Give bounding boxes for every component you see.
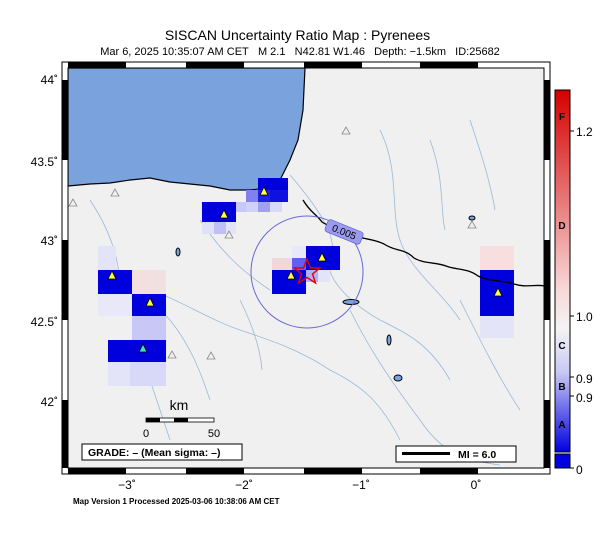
scale-bar: km 0 50 bbox=[143, 397, 220, 440]
event-datetime: Mar 6, 2025 10:35:07 AM CET bbox=[100, 46, 249, 58]
station-marker bbox=[138, 343, 148, 353]
svg-text:MI = 6.0: MI = 6.0 bbox=[458, 449, 496, 461]
event-magnitude: M 2.1 bbox=[257, 46, 286, 58]
lat-label: 44˚ bbox=[41, 73, 58, 87]
event-location: N42.81 W1.46 bbox=[294, 46, 365, 58]
map-title: SISCAN Uncertainty Ratio Map : Pyrenees bbox=[164, 27, 431, 43]
colorbar: 1.2 1.0 0.9 0.9 0 F D C B A bbox=[554, 89, 593, 477]
event-info-line: Mar 6, 2025 10:35:07 AM CET M 2.1 N42.81… bbox=[0, 46, 595, 58]
longitude-labels: −3˚ −2˚ −1˚ 0˚ bbox=[118, 478, 481, 492]
event-id: ID:25682 bbox=[455, 46, 500, 58]
station-marker bbox=[68, 198, 78, 207]
station-marker bbox=[107, 270, 117, 280]
grade-letter: D bbox=[558, 221, 565, 232]
colorbar-tick-label: 0.9 bbox=[576, 391, 593, 405]
latitude-labels: 44˚ 43.5˚ 43˚ 42.5˚ 42˚ bbox=[31, 73, 58, 409]
station-marker bbox=[219, 209, 229, 219]
station-marker bbox=[317, 252, 327, 262]
colorbar-tick-label: 1.0 bbox=[576, 310, 593, 324]
uncertainty-grid bbox=[98, 178, 514, 386]
grade-letter: B bbox=[558, 382, 565, 393]
event-depth: Depth: −1.5km bbox=[374, 46, 446, 58]
grade-letter: F bbox=[559, 112, 565, 123]
uncertainty-contour bbox=[250, 215, 364, 329]
lat-label: 43˚ bbox=[41, 234, 58, 248]
lakes bbox=[175, 215, 476, 382]
station-marker bbox=[167, 350, 177, 359]
lon-label: −1˚ bbox=[352, 478, 370, 492]
colorbar-tick-label: 0.9 bbox=[576, 372, 593, 386]
lat-label: 43.5˚ bbox=[31, 155, 58, 169]
mi-legend: MI = 6.0 bbox=[395, 445, 517, 463]
station-marker bbox=[286, 270, 296, 280]
lat-label: 42.5˚ bbox=[31, 315, 58, 329]
lon-label: 0˚ bbox=[471, 478, 482, 492]
station-marker bbox=[206, 351, 216, 360]
svg-text:50: 50 bbox=[208, 428, 220, 440]
svg-text:GRADE: – (Mean sigma: –): GRADE: – (Mean sigma: –) bbox=[88, 447, 220, 459]
epicenter-star bbox=[292, 257, 322, 285]
grade-box: GRADE: – (Mean sigma: –) bbox=[81, 443, 243, 461]
lon-label: −3˚ bbox=[118, 478, 136, 492]
station-marker bbox=[259, 186, 269, 196]
station-marker bbox=[110, 188, 120, 197]
sea-area bbox=[68, 68, 306, 191]
svg-text:0: 0 bbox=[143, 428, 149, 440]
station-marker bbox=[493, 287, 503, 297]
station-marker bbox=[145, 297, 155, 307]
map-frame bbox=[61, 61, 551, 475]
station-marker bbox=[467, 220, 477, 229]
grade-letter: A bbox=[558, 420, 565, 431]
map-footer: Map Version 1 Processed 2025-03-06 10:38… bbox=[73, 497, 280, 506]
colorbar-tick-label: 0 bbox=[576, 463, 583, 477]
colorbar-tick-label: 1.2 bbox=[576, 125, 593, 139]
lat-label: 42˚ bbox=[41, 395, 58, 409]
station-marker bbox=[224, 230, 234, 239]
stations bbox=[68, 126, 503, 360]
map-panel: 0.005 km 0 50 bbox=[68, 68, 544, 468]
lon-label: −2˚ bbox=[235, 478, 253, 492]
station-marker bbox=[341, 126, 351, 135]
grade-letter: C bbox=[558, 341, 565, 352]
svg-text:km: km bbox=[170, 397, 189, 413]
